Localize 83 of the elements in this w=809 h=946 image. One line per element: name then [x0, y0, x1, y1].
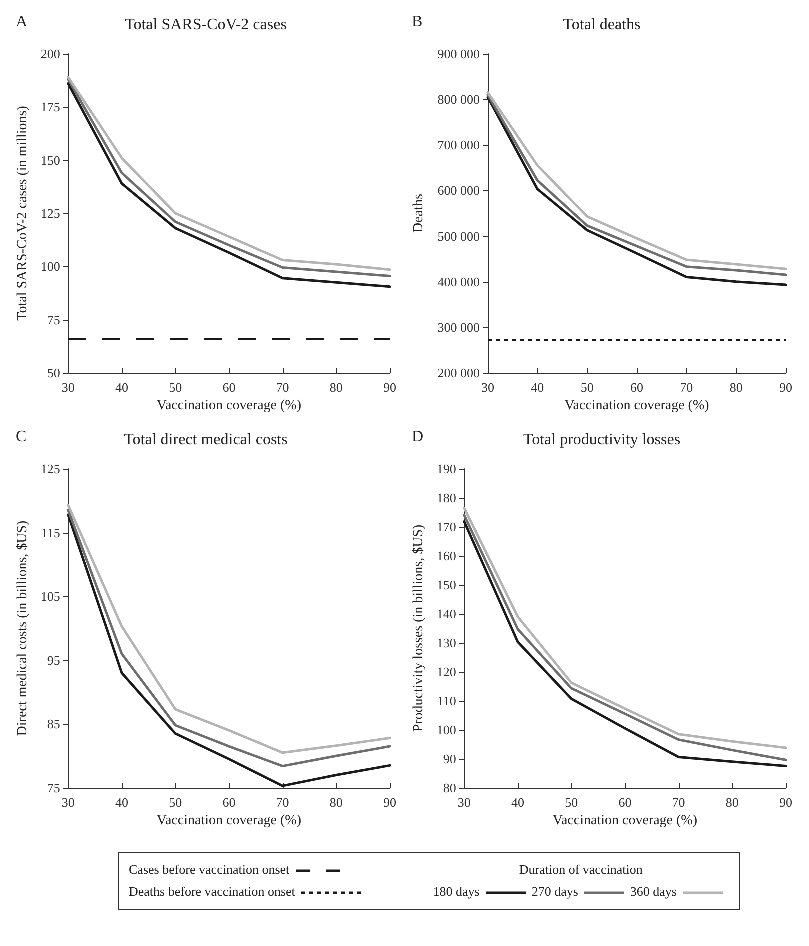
text: D: [412, 428, 424, 446]
y-axis-title: Productivity losses (in billions, $US): [412, 524, 426, 732]
y-tick-label: 100: [40, 259, 60, 274]
text: C: [16, 428, 27, 446]
x-tick-label: 70: [680, 380, 694, 395]
x-axis-title: Vaccination coverage (%): [156, 814, 302, 828]
y-tick-label: 800 000: [438, 92, 480, 108]
y-tick-label: 500 000: [438, 228, 480, 244]
chart-title: Total deaths: [563, 16, 641, 34]
y-tick-label: 110: [437, 694, 456, 708]
x-tick-label: 90: [780, 795, 792, 810]
y-tick-label: 125: [40, 206, 60, 221]
y-tick-label: 105: [40, 589, 60, 604]
x-tick-label: 30: [482, 380, 494, 395]
y-tick-label: 170: [436, 520, 456, 534]
y-tick-label: 160: [436, 548, 456, 564]
x-tick-label: 50: [169, 795, 182, 810]
y-tick-label: 150: [436, 578, 456, 592]
x-axis-title: Vaccination coverage (%): [564, 398, 710, 414]
y-tick-label: 900 000: [438, 46, 480, 62]
x-tick-label: 60: [222, 380, 236, 395]
x-tick-label: 50: [580, 380, 594, 395]
x-tick-label: 80: [726, 795, 739, 810]
y-tick-label: 190: [436, 462, 456, 476]
y-tick-label: 75: [47, 780, 60, 796]
x-axis-title: Vaccination coverage (%): [156, 398, 302, 414]
y-tick-label: 50: [47, 366, 60, 380]
x-tick-label: 30: [62, 795, 75, 810]
chart-title: Total SARS-CoV-2 cases: [125, 16, 287, 34]
y-tick-label: 700 000: [438, 138, 480, 153]
y-tick-label: 100: [436, 722, 456, 738]
legend-label: 360 days: [630, 884, 678, 899]
y-tick-label: 180: [436, 490, 456, 506]
x-tick-label: 60: [630, 380, 644, 395]
x-tick-label: 40: [116, 795, 128, 810]
y-axis-title: Direct medical costs (in billions, $US): [16, 520, 30, 736]
y-tick-label: 115: [41, 525, 60, 540]
x-tick-label: 40: [512, 795, 524, 810]
x-tick-label: 30: [458, 795, 471, 810]
y-tick-label: 200: [40, 46, 60, 62]
x-tick-label: 80: [730, 380, 743, 395]
y-tick-label: 140: [436, 606, 456, 622]
legend-label: 270 days: [532, 884, 580, 899]
y-tick-label: 175: [40, 100, 60, 115]
y-tick-label: 75: [47, 312, 60, 328]
x-tick-label: 40: [531, 380, 544, 395]
x-tick-label: 80: [330, 380, 343, 395]
chart-title: Total direct medical costs: [124, 432, 288, 448]
x-tick-label: 40: [116, 380, 128, 395]
legend-label: 180 days: [433, 884, 481, 899]
y-axis-title: Total SARS-CoV-2 cases (in millions): [16, 106, 30, 321]
x-tick-label: 80: [330, 795, 343, 810]
y-tick-label: 120: [436, 664, 456, 680]
x-axis-title: Vaccination coverage (%): [552, 814, 698, 828]
y-tick-label: 600 000: [438, 183, 480, 198]
y-tick-label: 300 000: [438, 320, 480, 335]
x-tick-label: 90: [780, 380, 792, 395]
chart-title: Total productivity losses: [523, 432, 681, 448]
x-tick-label: 70: [672, 795, 686, 810]
y-tick-label: 90: [443, 752, 456, 766]
y-tick-label: 200 000: [438, 366, 480, 380]
x-tick-label: 90: [384, 795, 396, 810]
legend-label: Deaths before vaccination onset: [129, 883, 296, 901]
x-tick-label: 70: [276, 380, 290, 395]
legend-title: Duration of vaccination: [518, 861, 644, 879]
x-tick-label: 60: [618, 795, 632, 810]
legend-label: Cases before vaccination onset: [129, 861, 291, 879]
x-tick-label: 50: [565, 795, 578, 810]
text: A: [16, 14, 28, 30]
y-tick-label: 150: [40, 152, 60, 168]
x-tick-label: 70: [276, 795, 290, 810]
y-tick-label: 80: [443, 780, 456, 796]
x-tick-label: 30: [62, 380, 75, 395]
text: B: [412, 14, 423, 30]
x-tick-label: 60: [222, 795, 236, 810]
y-tick-label: 95: [47, 652, 60, 668]
y-tick-label: 125: [40, 462, 60, 476]
y-tick-label: 400 000: [438, 274, 480, 290]
y-axis-title: Deaths: [412, 194, 426, 233]
y-tick-label: 130: [436, 636, 456, 650]
x-tick-label: 90: [384, 380, 396, 395]
y-tick-label: 85: [47, 716, 60, 732]
x-tick-label: 50: [169, 380, 182, 395]
